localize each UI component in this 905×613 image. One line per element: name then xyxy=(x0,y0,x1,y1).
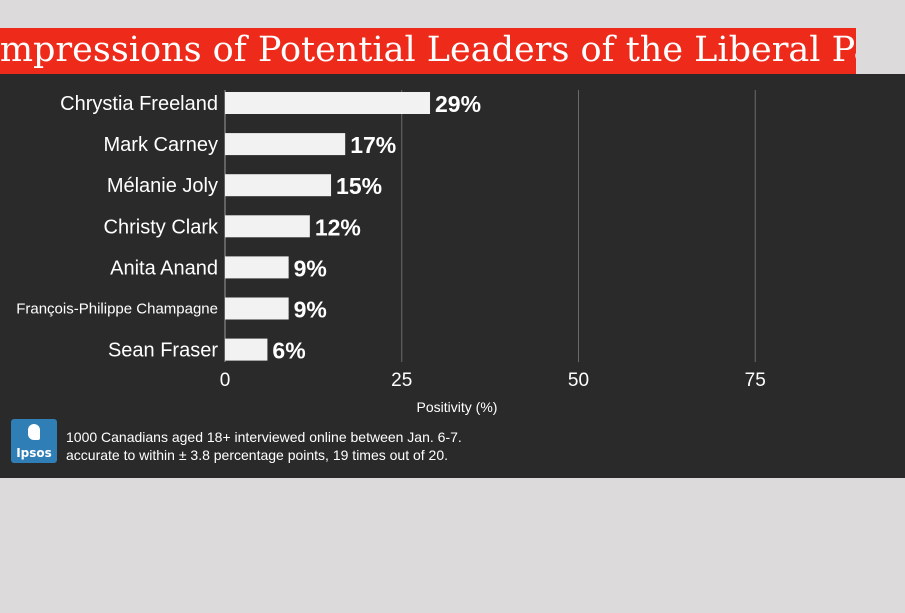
data-label: 15% xyxy=(336,173,382,199)
chart-title: Impressions of Potential Leaders of the … xyxy=(0,30,856,70)
bar xyxy=(225,215,310,238)
data-label: 17% xyxy=(350,132,396,158)
footer-note-line1: 1000 Canadians aged 18+ interviewed onli… xyxy=(66,429,462,445)
bar xyxy=(225,297,289,320)
ipsos-logo: Ipsos xyxy=(11,419,57,463)
category-label: Anita Anand xyxy=(110,257,218,279)
footer-note: 1000 Canadians aged 18+ interviewed onli… xyxy=(66,428,462,464)
data-label: 6% xyxy=(272,338,305,364)
bar xyxy=(225,338,268,361)
x-tick-label: 75 xyxy=(745,370,766,391)
category-label: Sean Fraser xyxy=(108,340,218,362)
category-label: Chrystia Freeland xyxy=(60,93,218,115)
title-bar: Impressions of Potential Leaders of the … xyxy=(0,28,856,74)
bar xyxy=(225,133,346,156)
x-axis-label: Positivity (%) xyxy=(417,399,498,415)
logo-mark-icon xyxy=(28,424,40,440)
x-tick-label: 50 xyxy=(568,370,589,391)
x-tick-label: 25 xyxy=(391,370,412,391)
bar xyxy=(225,256,289,279)
chart-panel xyxy=(0,74,905,478)
logo-text: Ipsos xyxy=(16,446,52,460)
x-tick-label: 0 xyxy=(220,370,231,391)
data-label: 12% xyxy=(315,214,361,240)
category-label: Mélanie Joly xyxy=(107,175,218,197)
footer-note-line2: accurate to within ± 3.8 percentage poin… xyxy=(66,447,449,463)
bar xyxy=(225,174,332,197)
category-label: Mark Carney xyxy=(104,134,218,156)
data-label: 9% xyxy=(294,255,327,281)
category-label: François-Philippe Champagne xyxy=(16,301,218,318)
bar xyxy=(225,92,431,114)
data-label: 9% xyxy=(294,297,327,323)
category-label: Christy Clark xyxy=(104,216,219,238)
data-label: 29% xyxy=(435,91,481,117)
